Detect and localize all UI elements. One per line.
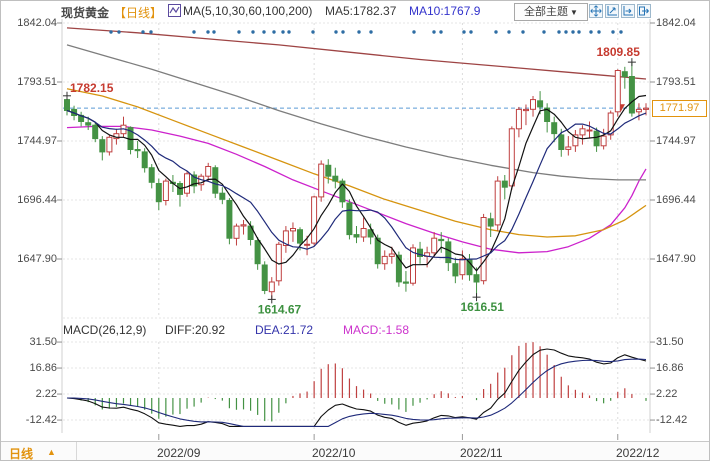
date-label: 2022/12: [616, 446, 660, 460]
ma10-value: MA10:1767.9: [409, 4, 481, 18]
price-axis-label: 1696.44: [17, 194, 57, 206]
price-axis-label: 1842.04: [656, 17, 696, 29]
period-selector[interactable]: 日线: [9, 447, 34, 461]
autoscale-button[interactable]: [621, 4, 635, 18]
svg-text:1614.67: 1614.67: [258, 302, 302, 316]
macd-axis-label: 16.86: [656, 362, 684, 374]
chevron-down-icon: ▼: [570, 8, 578, 17]
price-axis-label: 1696.44: [656, 194, 696, 206]
candlestick-chart[interactable]: 1782.15 1614.67 1616.51 1809.85: [1, 1, 710, 441]
pan-tool-button[interactable]: [589, 4, 603, 18]
svg-text:1782.15: 1782.15: [70, 81, 114, 95]
triangle-up-icon: ▲: [47, 447, 56, 457]
last-price-badge: 1771.97: [652, 100, 707, 117]
ma5-value: MA5:1782.37: [325, 4, 397, 18]
macd-dea-value: DEA:21.72: [255, 323, 314, 337]
price-axis-label: 1842.04: [17, 17, 57, 29]
macd-axis-label: 2.22: [35, 388, 57, 400]
theme-dropdown[interactable]: 全部主题 ▼: [514, 3, 588, 21]
macd-formula-label: MACD(26,12,9): [63, 323, 147, 337]
svg-text:1809.85: 1809.85: [597, 45, 641, 59]
macd-axis-label: -12.42: [25, 414, 57, 426]
date-label: 2022/11: [460, 446, 503, 460]
period-label: 【日线】: [114, 6, 163, 20]
date-label: 2022/09: [157, 446, 201, 460]
shift-right-button[interactable]: [637, 4, 651, 18]
macd-diff-value: DIFF:20.92: [165, 323, 226, 337]
price-axis-label: 1793.51: [17, 76, 57, 88]
price-axis-label: 1793.51: [656, 76, 696, 88]
price-axis-label: 1647.90: [656, 253, 696, 265]
divider: [76, 442, 77, 460]
ma-settings-label: MA(5,10,30,60,100,200): [183, 4, 313, 18]
date-label: 2022/10: [312, 446, 356, 460]
price-axis-label: 1647.90: [17, 253, 57, 265]
macd-axis-label: -12.42: [656, 414, 688, 426]
macd-axis-label: 31.50: [29, 336, 57, 348]
price-axis-label: 1744.97: [656, 135, 696, 147]
theme-dropdown-label: 全部主题: [524, 6, 569, 18]
svg-text:1616.51: 1616.51: [461, 300, 505, 314]
macd-axis-label: 16.86: [29, 362, 57, 374]
symbol-name: 现货黄金: [61, 6, 110, 20]
time-axis-bar: 日线 ▲ 2022/09 2022/10 2022/11 2022/12: [1, 441, 709, 461]
macd-macd-value: MACD:-1.58: [343, 323, 410, 337]
chart-icon: [168, 4, 181, 17]
macd-axis-label: 2.22: [656, 388, 678, 400]
fit-chart-button[interactable]: [605, 4, 619, 18]
macd-axis-label: 31.50: [656, 336, 684, 348]
price-axis-label: 1744.97: [17, 135, 57, 147]
